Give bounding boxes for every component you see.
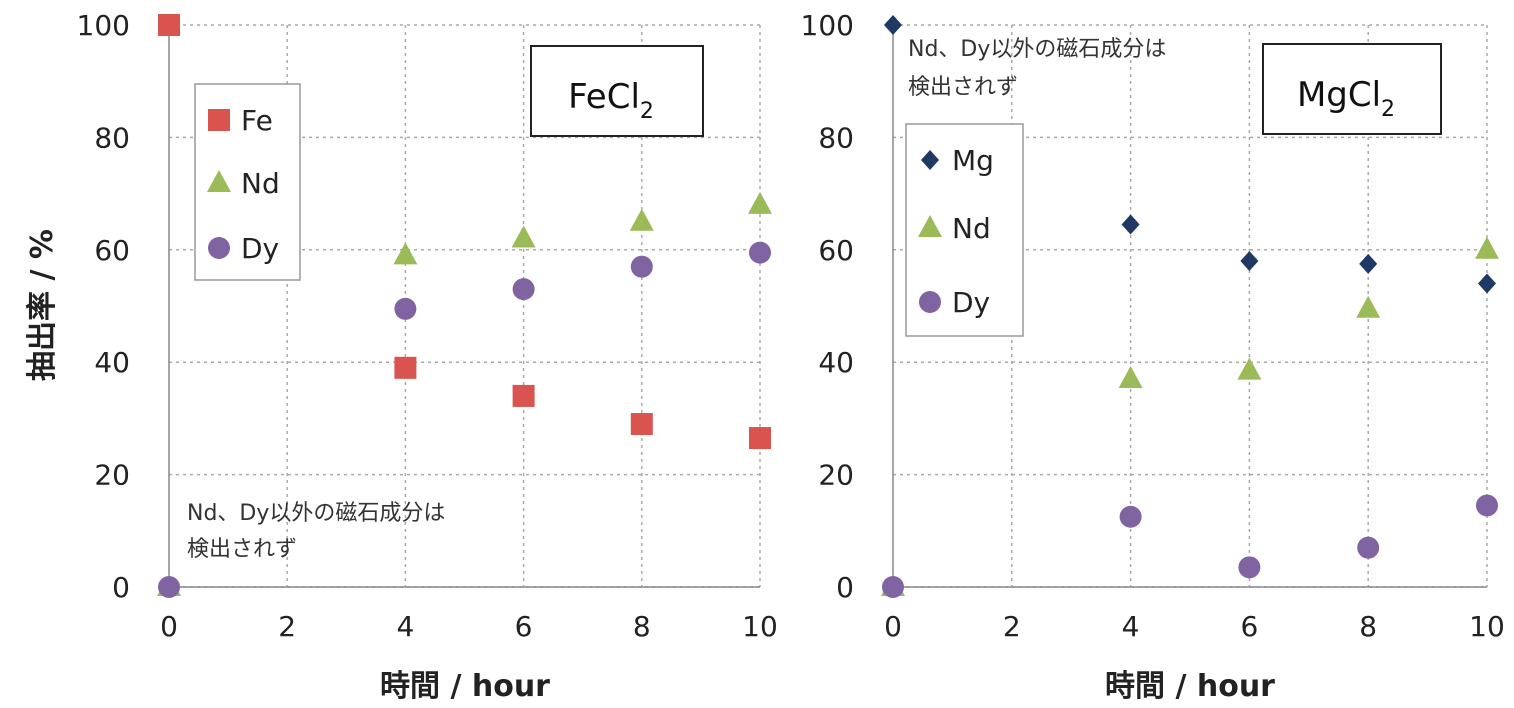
y-tick-label: 80	[94, 121, 130, 154]
x-tick-label: 4	[396, 610, 414, 643]
data-point-fe	[394, 356, 417, 379]
legend-label-nd: Nd	[952, 212, 991, 245]
compound-box-frame	[1262, 43, 1442, 135]
data-point-nd	[1118, 366, 1143, 389]
data-point-fe	[512, 384, 535, 407]
y-tick-label: 60	[94, 234, 130, 267]
compound-label: MgCl2	[1297, 75, 1395, 122]
y-tick-label: 40	[94, 346, 130, 379]
series-dy	[882, 494, 1498, 598]
x-tick-label: 8	[1359, 610, 1377, 643]
compound-label: FeCl2	[568, 77, 654, 124]
y-tick-label: 40	[818, 346, 854, 379]
compound-main: FeCl	[568, 77, 640, 117]
y-tick-label: 0	[836, 571, 854, 604]
legend: Mg Nd Dy	[905, 123, 1024, 337]
compound-main: MgCl	[1297, 75, 1381, 115]
y-tick-label: 0	[112, 571, 130, 604]
legend-marker-dy	[208, 237, 230, 259]
data-point-dy	[1357, 536, 1380, 559]
y-tick-label: 60	[818, 234, 854, 267]
x-tick-label: 10	[742, 610, 778, 643]
legend-marker-dy	[919, 291, 941, 313]
note-line: 検出されず	[187, 537, 297, 562]
note-line: Nd、Dy以外の磁石成分は	[908, 37, 1166, 62]
data-point-dy	[630, 255, 653, 278]
compound-subscript: 2	[640, 99, 654, 124]
compound-label-box: MgCl2	[1262, 43, 1442, 135]
data-point-nd	[1237, 357, 1262, 380]
data-point-dy	[749, 241, 771, 264]
x-tick-label: 2	[278, 610, 296, 643]
data-point-mg	[1121, 214, 1140, 235]
x-axis-label: 時間 / hour	[1105, 669, 1275, 704]
x-tick-label: 8	[633, 610, 651, 643]
legend-label-fe: Fe	[241, 104, 273, 137]
y-tick-label: 100	[77, 9, 130, 42]
data-point-nd	[393, 242, 418, 265]
series-dy	[158, 241, 771, 598]
compound-label-box: FeCl2	[530, 45, 704, 137]
data-point-nd	[1356, 295, 1381, 318]
legend-marker-nd	[207, 170, 231, 192]
data-point-nd	[748, 191, 772, 214]
legend-marker-fe	[208, 109, 230, 131]
y-axis-label: 抽出率 / %	[25, 229, 60, 381]
x-tick-label: 2	[1003, 610, 1021, 643]
data-point-mg	[1240, 251, 1259, 272]
series-mg	[884, 15, 1496, 294]
x-tick-label: 0	[160, 610, 178, 643]
data-point-dy	[1238, 556, 1261, 579]
legend-label-dy: Dy	[241, 232, 279, 265]
data-point-dy	[512, 278, 535, 301]
data-point-dy	[158, 576, 180, 598]
data-point-fe	[630, 413, 653, 436]
data-point-fe	[749, 427, 771, 450]
data-point-fe	[158, 14, 180, 36]
data-point-dy	[394, 297, 417, 320]
x-tick-label: 0	[884, 610, 902, 643]
legend: Fe Nd Dy	[194, 83, 301, 281]
legend-label-nd: Nd	[241, 167, 280, 200]
compound-subscript: 2	[1381, 97, 1395, 122]
data-point-dy	[1119, 505, 1142, 528]
y-tick-label: 100	[801, 9, 854, 42]
x-tick-label: 6	[1240, 610, 1258, 643]
x-tick-label: 10	[1469, 610, 1505, 643]
legend-label-mg: Mg	[952, 144, 994, 177]
data-point-nd	[511, 225, 536, 248]
x-tick-label: 4	[1122, 610, 1140, 643]
x-tick-label: 6	[515, 610, 533, 643]
note-line: 検出されず	[908, 75, 1018, 100]
note-line: Nd、Dy以外の磁石成分は	[187, 501, 445, 526]
data-point-mg	[1359, 253, 1378, 274]
data-point-mg	[1478, 273, 1496, 294]
legend-marker-mg	[921, 150, 939, 170]
data-point-nd	[629, 208, 654, 231]
data-point-dy	[882, 576, 904, 598]
y-tick-label: 20	[818, 459, 854, 492]
compound-box-frame	[530, 45, 704, 137]
y-tick-label: 20	[94, 459, 130, 492]
y-tick-label: 80	[818, 121, 854, 154]
x-axis-label: 時間 / hour	[380, 669, 550, 704]
legend-marker-nd	[918, 215, 942, 237]
legend-label-dy: Dy	[952, 286, 990, 319]
data-point-mg	[884, 15, 902, 35]
series-fe	[158, 14, 771, 450]
data-point-nd	[1475, 236, 1499, 259]
data-point-dy	[1476, 494, 1498, 517]
